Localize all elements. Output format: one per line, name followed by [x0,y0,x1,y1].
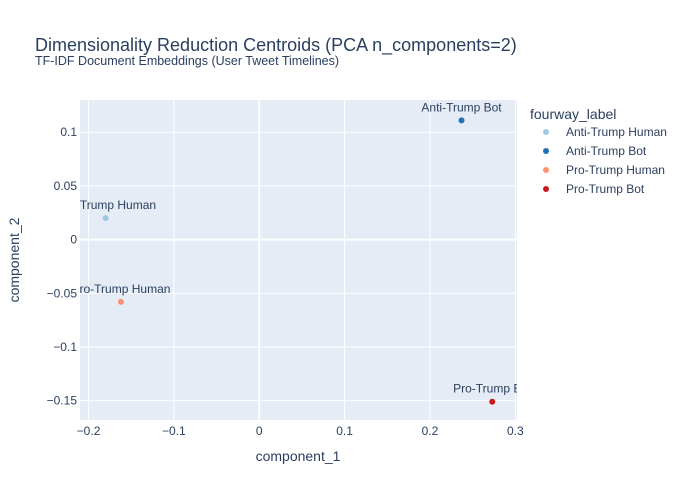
x-axis-title: component_1 [256,448,341,464]
legend-label: Anti-Trump Bot [566,144,647,158]
data-point [489,398,496,405]
data-label: Anti-Trump Human [55,198,156,212]
legend-marker [543,148,549,154]
y-axis-ticks: −0.15 −0.1 −0.05 0 0.05 0.1 [47,125,78,407]
legend-title: fourway_label [530,106,616,122]
y-tick-label: 0 [70,233,77,247]
data-point [102,215,109,222]
legend-marker [543,167,549,173]
x-tick-label: 0.1 [336,424,353,438]
legend-label: Anti-Trump Human [566,125,667,139]
y-tick-label: 0.1 [60,125,77,139]
legend: fourway_label Anti-Trump Human Anti-Trump… [530,106,667,196]
data-point [117,298,124,305]
x-tick-label: 0 [256,424,263,438]
y-tick-label: −0.05 [47,286,78,300]
chart-subtitle: TF-IDF Document Embeddings (User Tweet T… [35,54,339,68]
legend-marker [543,186,549,192]
y-tick-label: −0.1 [53,340,77,354]
x-axis-ticks: −0.2 −0.1 0 0.1 0.2 0.3 [77,424,524,438]
chart-title: Dimensionality Reduction Centroids (PCA … [35,35,517,56]
plot-background [80,100,517,420]
legend-label: Pro-Trump Bot [566,182,645,196]
x-tick-label: 0.3 [507,424,524,438]
data-label: Pro-Trump Bot [453,382,532,396]
grid-lines [80,100,517,420]
x-tick-label: −0.1 [162,424,186,438]
y-tick-label: 0.05 [54,179,78,193]
data-points: Anti-Trump Human Anti-Trump Bot Pro-Trump … [55,100,532,405]
data-label: Anti-Trump Bot [421,100,502,114]
data-point [458,117,465,124]
y-axis-title: component_2 [6,217,22,302]
x-tick-label: 0.2 [422,424,439,438]
y-tick-label: −0.15 [47,394,78,408]
x-tick-label: −0.2 [77,424,101,438]
legend-label: Pro-Trump Human [566,163,665,177]
data-label: Pro-Trump Human [72,282,171,296]
legend-marker [543,129,549,135]
